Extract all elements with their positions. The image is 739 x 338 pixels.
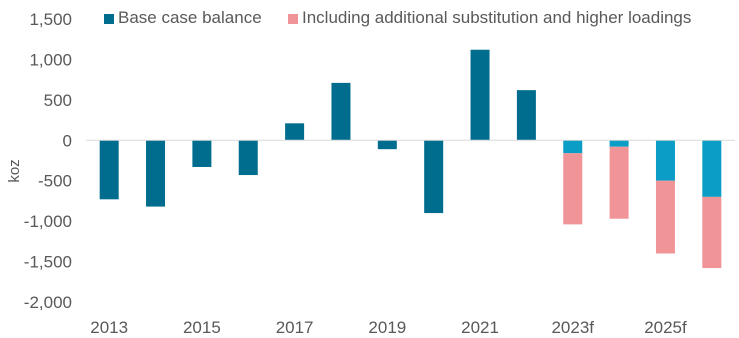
- bars-group: [99, 49, 722, 269]
- x-tick-label: 2023f: [551, 318, 594, 337]
- bar-additional-2024f: [609, 146, 629, 219]
- y-tick-label: 0: [63, 131, 72, 150]
- y-tick-label: -2,000: [24, 293, 72, 312]
- bar-additional-2023f: [563, 153, 583, 225]
- bar-base-2021: [470, 49, 490, 141]
- bar-base-2020: [424, 140, 444, 214]
- bar-base-2017: [285, 123, 305, 141]
- bar-base-2023f: [563, 140, 583, 154]
- bar-additional-2026f: [702, 196, 722, 269]
- bar-base-2019: [377, 140, 397, 150]
- bar-base-2013: [99, 140, 119, 200]
- bar-base-2024f: [609, 140, 629, 147]
- x-tick-label: 2017: [276, 318, 314, 337]
- legend-swatch-base: [104, 14, 114, 24]
- y-axis-title: koz: [6, 159, 23, 182]
- legend-label-additional: Including additional substitution and hi…: [302, 8, 691, 27]
- bar-base-2026f: [702, 140, 722, 197]
- y-axis-title-group: koz: [6, 159, 23, 182]
- x-tick-label: 2021: [461, 318, 499, 337]
- bar-base-2016: [238, 140, 258, 176]
- y-tick-label: -500: [38, 172, 72, 191]
- y-tick-label: 1,000: [29, 50, 72, 69]
- legend-swatch-additional: [288, 14, 298, 24]
- x-tick-label: 2013: [90, 318, 128, 337]
- y-tick-label: -1,000: [24, 212, 72, 231]
- y-axis-ticks: 1,500 1,000 500 0 -500 -1,000 -1,500 -2,000: [24, 10, 72, 312]
- x-tick-label: 2019: [368, 318, 406, 337]
- y-tick-label: -1,500: [24, 253, 72, 272]
- y-tick-label: 500: [44, 91, 72, 110]
- y-tick-label: 1,500: [29, 10, 72, 29]
- bar-base-2015: [192, 140, 212, 167]
- bar-additional-2025f: [655, 180, 675, 254]
- x-axis-ticks: 2013 2015 2017 2019 2021 2023f 2025f: [90, 318, 687, 337]
- legend: Base case balance Including additional s…: [104, 8, 691, 27]
- legend-label-base: Base case balance: [118, 8, 262, 27]
- bar-base-2018: [331, 82, 351, 141]
- x-tick-label: 2025f: [644, 318, 687, 337]
- bar-base-2022: [516, 90, 536, 141]
- bar-base-2014: [146, 140, 166, 207]
- x-tick-label: 2015: [183, 318, 221, 337]
- bar-base-2025f: [655, 140, 675, 181]
